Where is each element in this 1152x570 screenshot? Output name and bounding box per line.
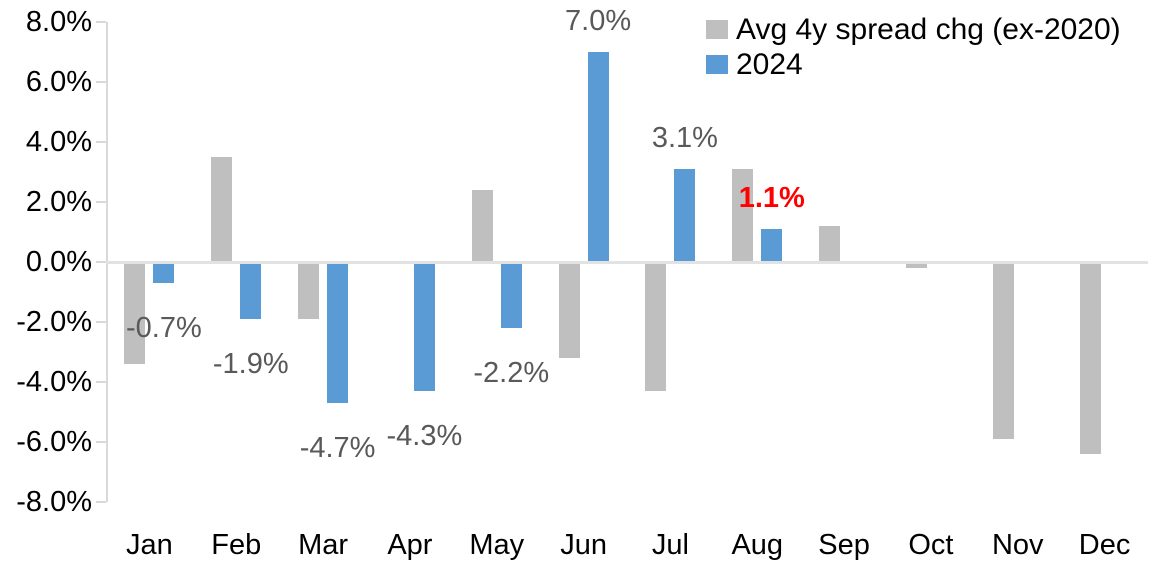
bar-avg4y-feb xyxy=(211,157,233,262)
x-label-jul: Jul xyxy=(651,529,689,561)
bar-avg4y-sep xyxy=(819,226,841,262)
x-label-dec: Dec xyxy=(1078,529,1131,561)
data-label-jun: 7.0% xyxy=(565,5,632,37)
legend-swatch-avg4y-icon xyxy=(706,20,728,39)
bar-2024-mar xyxy=(327,262,349,403)
bar-2024-jul xyxy=(674,169,696,262)
data-label-apr: -4.3% xyxy=(386,420,463,452)
y-tick--2.0%: -2.0% xyxy=(16,306,92,338)
data-label-jan: -0.7% xyxy=(126,312,202,344)
y-tick--4.0%: -4.0% xyxy=(16,366,92,398)
y-tick-2.0%: 2.0% xyxy=(25,186,92,218)
x-label-mar: Mar xyxy=(298,529,349,561)
legend-swatch-2024-icon xyxy=(706,55,728,74)
bar-avg4y-dec xyxy=(1079,262,1101,454)
x-label-nov: Nov xyxy=(991,529,1044,561)
bar-avg4y-mar xyxy=(298,262,320,319)
y-tick-mark xyxy=(96,21,106,23)
y-tick-mark xyxy=(96,501,106,503)
data-label-feb: -1.9% xyxy=(212,348,289,380)
bar-avg4y-jun xyxy=(558,262,580,358)
x-label-sep: Sep xyxy=(818,529,870,561)
x-label-oct: Oct xyxy=(908,529,954,561)
bar-2024-aug xyxy=(761,229,783,262)
y-tick-6.0%: 6.0% xyxy=(25,66,92,98)
x-label-may: May xyxy=(469,529,525,561)
y-tick-mark xyxy=(96,141,106,143)
y-tick-mark xyxy=(96,321,106,323)
data-label-mar: -4.7% xyxy=(299,432,376,464)
y-tick-4.0%: 4.0% xyxy=(25,126,92,158)
y-tick-mark xyxy=(96,381,106,383)
x-label-apr: Apr xyxy=(387,529,433,561)
x-label-jan: Jan xyxy=(126,529,173,561)
bar-avg4y-jan xyxy=(124,262,146,364)
legend-label-avg4y: Avg 4y spread chg (ex-2020) xyxy=(736,12,1121,46)
legend-label-2024: 2024 xyxy=(736,47,803,81)
data-label-jul: 3.1% xyxy=(651,122,718,154)
legend-item-2024: 2024 xyxy=(706,47,1121,82)
bar-avg4y-oct xyxy=(905,262,927,268)
data-label-may: -2.2% xyxy=(473,357,550,389)
bar-avg4y-may xyxy=(471,190,493,262)
y-tick-mark xyxy=(96,201,106,203)
bar-2024-may xyxy=(500,262,522,328)
y-tick-mark xyxy=(96,81,106,83)
data-label-aug: 1.1% xyxy=(738,182,805,214)
bar-2024-apr xyxy=(413,262,435,391)
zero-axis-line xyxy=(106,261,1148,264)
y-tick-mark xyxy=(96,261,106,263)
x-label-aug: Aug xyxy=(731,529,784,561)
x-label-jun: Jun xyxy=(560,529,607,561)
y-tick-8.0%: 8.0% xyxy=(25,6,92,38)
y-tick-mark xyxy=(96,441,106,443)
bar-avg4y-aug xyxy=(732,169,754,262)
bar-2024-jun xyxy=(587,52,609,262)
bar-avg4y-nov xyxy=(992,262,1014,439)
y-tick--6.0%: -6.0% xyxy=(16,426,92,458)
bar-2024-jan xyxy=(153,262,175,283)
legend: Avg 4y spread chg (ex-2020) 2024 xyxy=(706,12,1121,82)
bar-avg4y-jul xyxy=(645,262,667,391)
y-tick--8.0%: -8.0% xyxy=(16,486,92,518)
bar-2024-feb xyxy=(240,262,262,319)
y-tick-0.0%: 0.0% xyxy=(25,246,92,278)
x-label-feb: Feb xyxy=(211,529,262,561)
legend-item-avg4y: Avg 4y spread chg (ex-2020) xyxy=(706,12,1121,47)
